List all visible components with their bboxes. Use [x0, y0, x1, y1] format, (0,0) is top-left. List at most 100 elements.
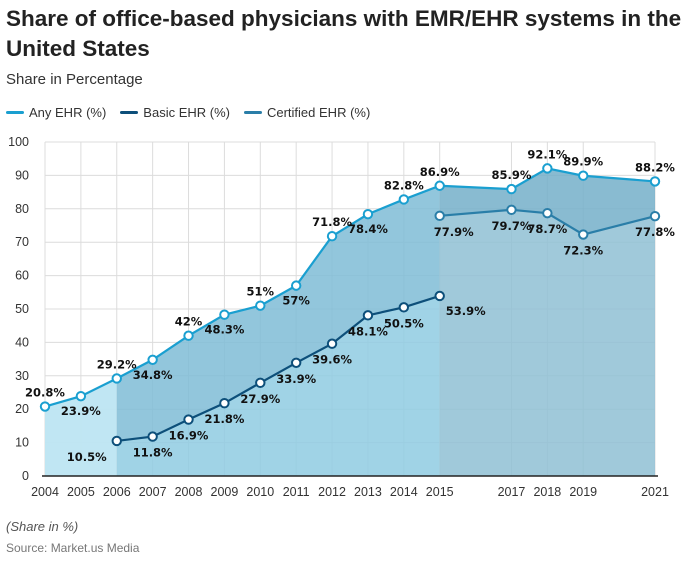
any-ehr-data-label: 20.8%	[25, 386, 65, 400]
basic-ehr-data-label: 39.6%	[312, 353, 352, 367]
certified-ehr-point	[506, 204, 517, 216]
certified-ehr-point	[434, 210, 445, 222]
basic-ehr-data-label: 50.5%	[384, 316, 424, 330]
x-tick-label: 2011	[283, 485, 310, 499]
x-tick-label: 2006	[103, 485, 131, 499]
x-tick-label: 2012	[318, 485, 346, 499]
basic-ehr-data-label: 48.1%	[348, 324, 388, 338]
basic-ehr-data-label: 21.8%	[204, 412, 244, 426]
x-tick-label: 2017	[498, 485, 526, 499]
certified-ehr-data-label: 77.8%	[635, 225, 675, 239]
any-ehr-point	[219, 309, 230, 320]
basic-ehr-point	[290, 357, 302, 368]
any-ehr-data-label: 48.3%	[204, 323, 244, 337]
legend-swatch	[6, 111, 24, 114]
basic-ehr-point	[219, 397, 230, 409]
x-tick-label: 2013	[354, 485, 382, 499]
any-ehr-point	[39, 401, 51, 412]
y-tick-label: 20	[15, 402, 29, 416]
x-tick-label: 2018	[533, 485, 561, 499]
y-tick-label: 50	[15, 302, 29, 316]
legend-item-any-ehr[interactable]: Any EHR (%)	[6, 105, 106, 120]
any-ehr-data-label: 85.9%	[492, 168, 532, 182]
footnote: (Share in %)	[6, 519, 79, 534]
x-tick-label: 2005	[67, 485, 95, 499]
any-ehr-data-label: 51%	[247, 285, 275, 299]
basic-ehr-point	[434, 290, 445, 302]
x-tick-label: 2010	[246, 485, 274, 499]
any-ehr-point	[649, 176, 661, 187]
x-tick-label: 2008	[175, 485, 203, 499]
y-tick-label: 100	[8, 135, 29, 149]
y-tick-label: 30	[15, 369, 29, 383]
legend-label: Basic EHR (%)	[143, 105, 230, 120]
area-any-above-certified	[439, 168, 655, 235]
basic-ehr-point	[147, 431, 158, 442]
legend-swatch	[120, 111, 139, 114]
source: Source: Market.us Media	[6, 541, 140, 555]
any-ehr-point	[290, 280, 302, 291]
any-ehr-data-label: 82.8%	[384, 178, 424, 192]
area-any-ehr	[45, 378, 117, 476]
legend-label: Any EHR (%)	[29, 105, 107, 120]
line-any-ehr	[44, 167, 656, 408]
basic-ehr-point	[398, 302, 410, 313]
legend: Any EHR (%) Basic EHR (%) Certified EHR …	[6, 105, 370, 120]
certified-ehr-point	[649, 210, 661, 222]
x-tick-label: 2021	[641, 485, 669, 499]
x-tick-label: 2007	[139, 485, 167, 499]
x-tick-label: 2009	[211, 485, 239, 499]
y-tick-label: 60	[15, 269, 29, 283]
certified-ehr-data-label: 79.7%	[492, 219, 532, 233]
x-tick-label: 2014	[390, 485, 418, 499]
any-ehr-data-label: 71.8%	[312, 215, 352, 229]
any-ehr-data-label: 23.9%	[61, 404, 101, 418]
any-ehr-data-label: 86.9%	[420, 165, 460, 179]
line-basic-ehr	[116, 294, 441, 443]
basic-ehr-point	[255, 377, 266, 389]
chart-subtitle: Share in Percentage	[6, 71, 143, 88]
any-ehr-point	[506, 183, 517, 195]
legend-label: Certified EHR (%)	[266, 105, 371, 120]
basic-ehr-point	[326, 338, 338, 349]
any-ehr-point	[147, 354, 158, 365]
basic-ehr-data-label: 16.9%	[169, 429, 209, 443]
any-ehr-data-label: 92.1%	[527, 147, 567, 161]
y-tick-label: 70	[15, 235, 29, 249]
basic-ehr-data-label: 27.9%	[240, 392, 280, 406]
any-ehr-point	[578, 170, 589, 181]
basic-ehr-data-label: 10.5%	[67, 450, 107, 464]
any-ehr-data-label: 89.9%	[563, 155, 603, 169]
x-tick-label: 2019	[569, 485, 597, 499]
chart-title: Share of office-based physicians with EM…	[6, 6, 682, 61]
any-ehr-point	[75, 390, 87, 402]
any-ehr-data-label: 57%	[282, 294, 310, 308]
basic-ehr-data-label: 33.9%	[276, 372, 316, 386]
y-tick-label: 0	[22, 469, 29, 483]
basic-ehr-point	[362, 310, 374, 321]
y-tick-label: 90	[15, 168, 29, 182]
y-tick-label: 40	[15, 335, 29, 349]
basic-ehr-point	[183, 414, 194, 425]
y-tick-label: 80	[15, 202, 29, 216]
certified-ehr-data-label: 72.3%	[563, 244, 603, 258]
basic-ehr-point	[111, 435, 122, 447]
certified-ehr-point	[578, 229, 589, 240]
legend-item-basic-ehr[interactable]: Basic EHR (%)	[120, 105, 230, 120]
legend-item-certified-ehr[interactable]: Certified EHR (%)	[243, 105, 371, 120]
any-ehr-point	[255, 300, 266, 311]
any-ehr-point	[542, 163, 553, 174]
certified-ehr-point	[542, 207, 553, 219]
any-ehr-point	[183, 330, 194, 341]
area-basic-ehr	[116, 295, 440, 476]
area-certified-ehr	[439, 209, 655, 476]
any-ehr-point	[326, 230, 338, 242]
any-ehr-data-label: 29.2%	[97, 357, 137, 371]
area-any-above-basic	[116, 185, 440, 441]
any-ehr-data-label: 42%	[175, 315, 203, 329]
any-ehr-data-label: 88.2%	[635, 160, 675, 174]
basic-ehr-data-label: 53.9%	[446, 304, 486, 318]
any-ehr-point	[434, 180, 445, 191]
any-ehr-point	[398, 194, 410, 205]
certified-ehr-data-label: 78.7%	[527, 222, 567, 236]
